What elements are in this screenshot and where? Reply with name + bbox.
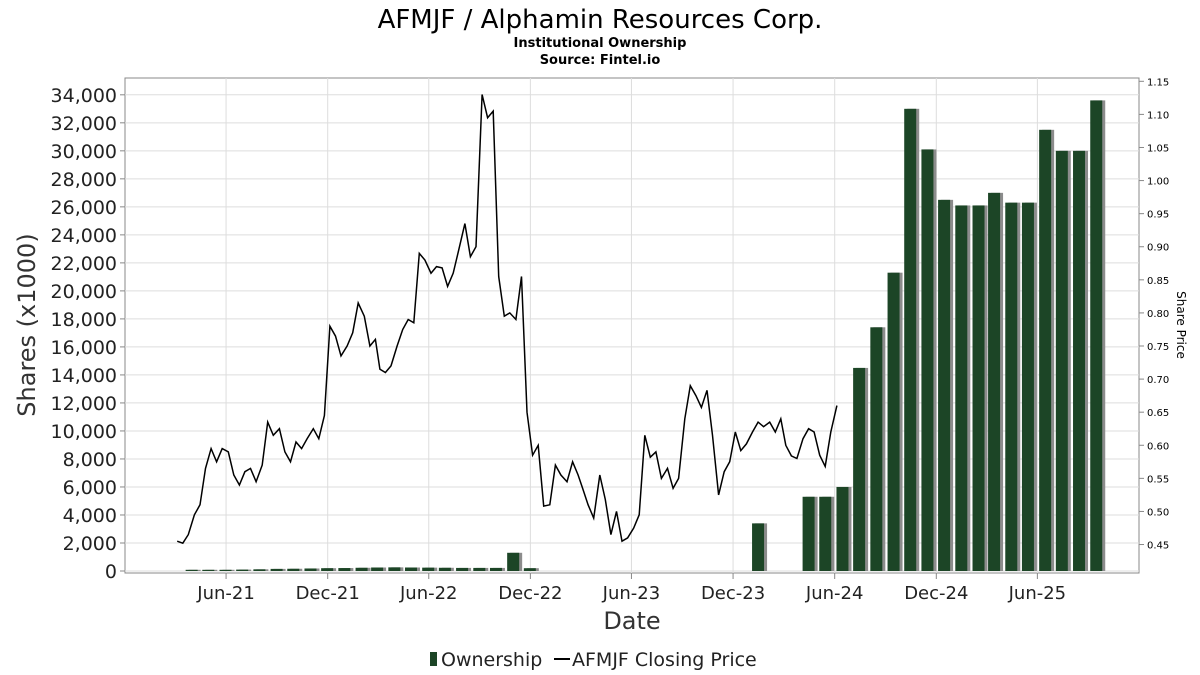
y-tick-label: 8,000: [63, 449, 117, 471]
ownership-bar: [321, 568, 334, 571]
ownership-bar: [270, 568, 283, 571]
ownership-bar: [202, 569, 215, 571]
y2-tick-label: 0.45: [1147, 541, 1169, 552]
ownership-bar: [1005, 202, 1018, 571]
y2-tick-label: 1.00: [1147, 177, 1169, 188]
y-tick-label: 24,000: [51, 225, 117, 247]
y-tick-label: 6,000: [63, 477, 117, 499]
ownership-bar: [870, 327, 883, 571]
y2-tick-label: 0.50: [1147, 507, 1169, 518]
legend-ownership-label: Ownership: [441, 649, 542, 671]
ownership-bar: [253, 569, 266, 571]
ownership-bar: [185, 569, 198, 571]
ownership-bar: [473, 567, 486, 571]
y2-tick-label: 0.95: [1147, 210, 1169, 221]
y-tick-label: 0: [105, 561, 117, 583]
y2-tick-label: 0.90: [1147, 243, 1169, 254]
ownership-bar: [507, 552, 520, 571]
x-tick-label: Jun-23: [602, 583, 661, 604]
ownership-bar: [489, 567, 502, 571]
y-tick-label: 20,000: [51, 281, 117, 303]
y-tick-label: 2,000: [63, 533, 117, 555]
y2-tick-label: 0.85: [1147, 276, 1169, 287]
legend-ownership-swatch: [430, 652, 437, 666]
legend: Ownership AFMJF Closing Price: [430, 649, 757, 671]
y2-tick-label: 1.10: [1147, 110, 1169, 121]
ownership-bar: [236, 569, 249, 571]
x-tick-label: Jun-22: [399, 583, 458, 604]
x-tick-label: Jun-21: [196, 583, 255, 604]
ownership-bar: [304, 568, 317, 571]
y2-tick-label: 0.60: [1147, 441, 1169, 452]
y-tick-label: 12,000: [51, 393, 117, 415]
ownership-bar: [853, 367, 866, 571]
ownership-bar: [819, 496, 832, 571]
y-axis-title: Shares (x1000): [13, 233, 41, 416]
y2-tick-label: 0.55: [1147, 474, 1169, 485]
y-tick-label: 18,000: [51, 309, 117, 331]
chart-subtitle: Institutional Ownership: [514, 36, 687, 51]
ownership-bar: [338, 568, 351, 571]
y2-tick-label: 0.80: [1147, 309, 1169, 320]
ownership-bar: [752, 523, 765, 571]
y2-tick-label: 0.65: [1147, 408, 1169, 419]
y-tick-label: 22,000: [51, 253, 117, 275]
ownership-bar: [456, 567, 469, 571]
ownership-bar: [1021, 202, 1034, 571]
ownership-bar: [219, 569, 232, 571]
x-axis-ticks: Jun-21 Dec-21 Jun-22 Dec-22 Jun-23 Dec-23 Jun-…: [196, 573, 1066, 604]
chart-title: AFMJF / Alphamin Resources Corp.: [378, 5, 823, 35]
ownership-bar: [1090, 100, 1103, 571]
x-axis-title: Date: [603, 607, 660, 635]
ownership-bar: [802, 496, 815, 571]
ownership-bar: [1039, 129, 1052, 571]
x-tick-label: Dec-21: [296, 583, 360, 604]
y2-tick-label: 0.70: [1147, 375, 1169, 386]
ownership-bar: [287, 568, 300, 571]
y-tick-label: 28,000: [51, 169, 117, 191]
ownership-bar: [938, 199, 951, 571]
y2-tick-label: 1.05: [1147, 143, 1169, 154]
y-tick-label: 16,000: [51, 337, 117, 359]
ownership-bar: [355, 567, 368, 571]
x-tick-label: Dec-24: [904, 583, 968, 604]
ownership-bar: [904, 108, 917, 571]
y-tick-label: 34,000: [51, 85, 117, 107]
x-tick-label: Jun-25: [1008, 583, 1067, 604]
y-tick-label: 32,000: [51, 113, 117, 135]
y2-tick-label: 1.15: [1147, 77, 1169, 88]
y-tick-label: 14,000: [51, 365, 117, 387]
y2-tick-label: 0.75: [1147, 342, 1169, 353]
ownership-bar: [887, 272, 900, 571]
ownership-bar: [422, 567, 435, 571]
ownership-bar: [972, 205, 985, 571]
ownership-bar: [438, 567, 451, 571]
ownership-bar: [988, 192, 1001, 571]
ownership-bar: [523, 568, 536, 571]
legend-price-label: AFMJF Closing Price: [572, 649, 757, 671]
y-tick-label: 26,000: [51, 197, 117, 219]
ownership-bar: [371, 567, 384, 571]
x-tick-label: Jun-24: [805, 583, 864, 604]
y-tick-label: 10,000: [51, 421, 117, 443]
y2-axis-title: Share Price: [1174, 291, 1188, 359]
y-tick-label: 30,000: [51, 141, 117, 163]
left-axis-ticks: 0 2,000 4,000 6,000 8,000 10,000 12,000 14,000 1…: [51, 85, 125, 583]
ownership-bar: [1055, 150, 1068, 572]
x-tick-label: Dec-22: [498, 583, 562, 604]
y-tick-label: 4,000: [63, 505, 117, 527]
right-axis-ticks: 0.45 0.50 0.55 0.60 0.65 0.70 0.75 0.80 0.85 0.90…: [1139, 77, 1169, 552]
ownership-bar: [836, 486, 849, 571]
price-line: [176, 94, 838, 545]
ownership-bars: [185, 100, 1106, 572]
ownership-bar: [921, 149, 934, 572]
ownership-bar: [388, 567, 401, 571]
chart-source: Source: Fintel.io: [540, 53, 661, 68]
ownership-bar: [955, 205, 968, 571]
ownership-bar: [1073, 150, 1086, 572]
x-tick-label: Dec-23: [701, 583, 765, 604]
ownership-bar: [404, 567, 417, 571]
